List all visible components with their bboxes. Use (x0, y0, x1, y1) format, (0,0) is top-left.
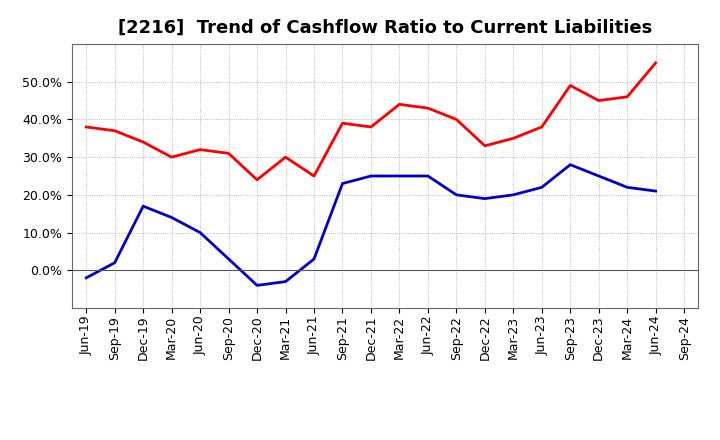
Free CF to Current Liabilities (139, 204, 148, 209)
Free CF to Current Liabilities (595, 173, 603, 179)
Operating CF to Current Liabilities (366, 125, 375, 130)
Operating CF to Current Liabilities (595, 98, 603, 103)
Free CF to Current Liabilities (423, 173, 432, 179)
Free CF to Current Liabilities (566, 162, 575, 167)
Operating CF to Current Liabilities (509, 136, 518, 141)
Free CF to Current Liabilities (282, 279, 290, 284)
Free CF to Current Liabilities (509, 192, 518, 198)
Operating CF to Current Liabilities (566, 83, 575, 88)
Operating CF to Current Liabilities (110, 128, 119, 133)
Free CF to Current Liabilities (225, 257, 233, 262)
Free CF to Current Liabilities (623, 185, 631, 190)
Free CF to Current Liabilities (253, 283, 261, 288)
Operating CF to Current Liabilities (253, 177, 261, 183)
Operating CF to Current Liabilities (196, 147, 204, 152)
Operating CF to Current Liabilities (82, 125, 91, 130)
Operating CF to Current Liabilities (537, 125, 546, 130)
Operating CF to Current Liabilities (310, 173, 318, 179)
Free CF to Current Liabilities (480, 196, 489, 201)
Free CF to Current Liabilities (310, 257, 318, 262)
Free CF to Current Liabilities (366, 173, 375, 179)
Free CF to Current Liabilities (537, 185, 546, 190)
Line: Operating CF to Current Liabilities: Operating CF to Current Liabilities (86, 63, 656, 180)
Operating CF to Current Liabilities (623, 94, 631, 99)
Operating CF to Current Liabilities (338, 121, 347, 126)
Title: [2216]  Trend of Cashflow Ratio to Current Liabilities: [2216] Trend of Cashflow Ratio to Curren… (118, 19, 652, 37)
Operating CF to Current Liabilities (167, 154, 176, 160)
Operating CF to Current Liabilities (139, 139, 148, 145)
Operating CF to Current Liabilities (452, 117, 461, 122)
Operating CF to Current Liabilities (395, 102, 404, 107)
Operating CF to Current Liabilities (480, 143, 489, 148)
Free CF to Current Liabilities (395, 173, 404, 179)
Free CF to Current Liabilities (167, 215, 176, 220)
Free CF to Current Liabilities (196, 230, 204, 235)
Operating CF to Current Liabilities (423, 106, 432, 111)
Free CF to Current Liabilities (338, 181, 347, 186)
Line: Free CF to Current Liabilities: Free CF to Current Liabilities (86, 165, 656, 286)
Free CF to Current Liabilities (110, 260, 119, 265)
Operating CF to Current Liabilities (225, 151, 233, 156)
Free CF to Current Liabilities (82, 275, 91, 280)
Free CF to Current Liabilities (652, 188, 660, 194)
Free CF to Current Liabilities (452, 192, 461, 198)
Operating CF to Current Liabilities (282, 154, 290, 160)
Operating CF to Current Liabilities (652, 60, 660, 66)
